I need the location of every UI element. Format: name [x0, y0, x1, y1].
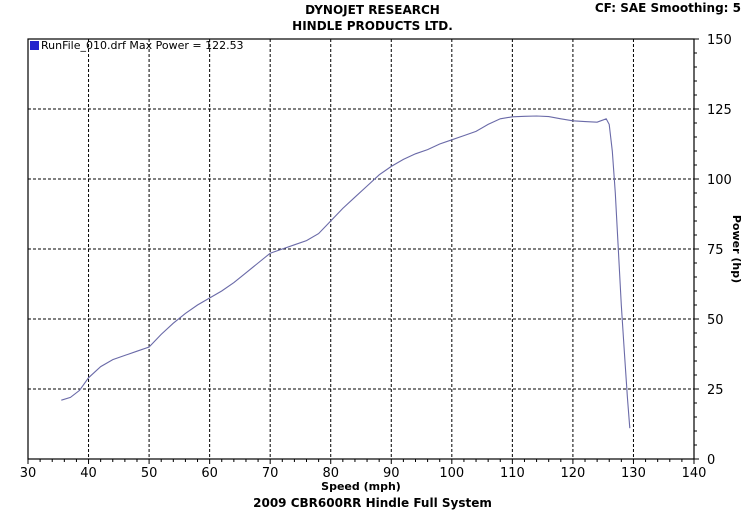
- x-tick-label: 130: [621, 466, 646, 481]
- x-tick-label: 70: [262, 466, 279, 481]
- x-tick-labels: 30 40 50 60 70 80 90 100 110 120 130 140: [20, 466, 707, 481]
- y-tick-label: 100: [707, 173, 732, 188]
- y-axis-title: Power (hp): [730, 215, 743, 283]
- x-tick-label: 90: [383, 466, 400, 481]
- settings-readout: CF: SAE Smoothing: 5: [594, 1, 741, 15]
- legend-label: RunFile_010.drf Max Power = 122.53: [41, 39, 244, 52]
- x-tick-label: 120: [560, 466, 585, 481]
- y-tick-label: 0: [707, 453, 715, 468]
- x-tick-label: 60: [201, 466, 218, 481]
- x-tick-label: 40: [80, 466, 97, 481]
- series-line-runfile-010: [61, 115, 631, 429]
- header-line-1: DYNOJET RESEARCH: [305, 3, 440, 17]
- y-tick-labels: 0 25 50 75 100 125 150: [707, 33, 732, 468]
- legend-swatch: [30, 41, 39, 50]
- x-axis-title: Speed (mph): [321, 480, 401, 493]
- y-tick-label: 25: [707, 383, 724, 398]
- x-tick-label: 50: [141, 466, 158, 481]
- y-tick-label: 125: [707, 103, 732, 118]
- x-tick-label: 100: [439, 466, 464, 481]
- x-tick-label: 110: [500, 466, 525, 481]
- chart-footer-title: 2009 CBR600RR Hindle Full System: [253, 496, 492, 510]
- x-tick-label: 140: [682, 466, 707, 481]
- x-tick-label: 30: [20, 466, 37, 481]
- y-tick-label: 50: [707, 313, 724, 328]
- y-tick-label: 75: [707, 243, 724, 258]
- chart-grid: [28, 39, 694, 459]
- tick-marks: [27, 38, 699, 464]
- y-tick-label: 150: [707, 33, 732, 48]
- x-tick-label: 80: [322, 466, 339, 481]
- header-line-2: HINDLE PRODUCTS LTD.: [292, 19, 453, 33]
